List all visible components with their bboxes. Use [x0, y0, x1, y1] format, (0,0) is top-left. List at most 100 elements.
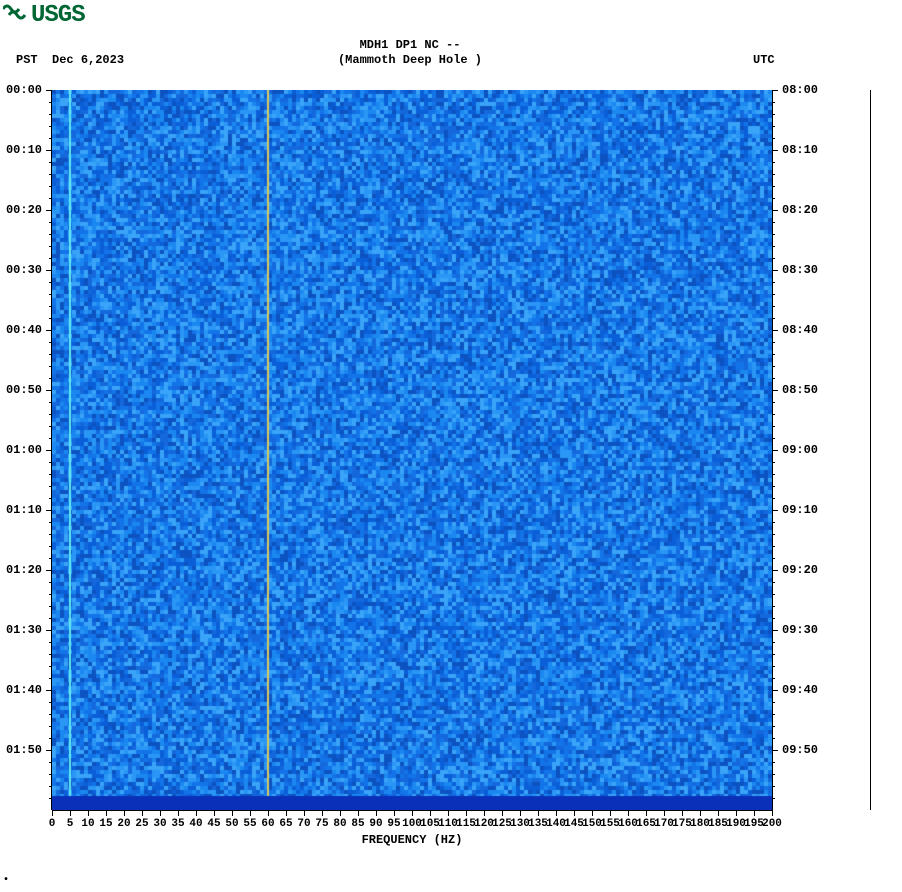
- y-minor-tick-left: [49, 318, 52, 319]
- y-minor-tick-left: [49, 402, 52, 403]
- y-minor-tick-right: [772, 726, 775, 727]
- x-tick: [322, 810, 323, 816]
- y-label-left: 00:40: [6, 323, 42, 337]
- y-minor-tick-right: [772, 738, 775, 739]
- x-tick-label: 140: [546, 818, 566, 830]
- y-label-right: 09:00: [782, 443, 818, 457]
- y-tick-left: [46, 450, 52, 451]
- x-tick: [502, 810, 503, 816]
- x-tick: [466, 810, 467, 816]
- y-minor-tick-left: [49, 186, 52, 187]
- y-minor-tick-left: [49, 546, 52, 547]
- x-tick: [430, 810, 431, 816]
- y-label-left: 00:00: [6, 83, 42, 97]
- x-tick-label: 165: [636, 818, 656, 830]
- x-tick: [556, 810, 557, 816]
- y-tick-left: [46, 210, 52, 211]
- y-minor-tick-left: [49, 234, 52, 235]
- x-tick: [250, 810, 251, 816]
- y-minor-tick-right: [772, 402, 775, 403]
- y-minor-tick-left: [49, 738, 52, 739]
- x-tick-label: 20: [117, 818, 130, 830]
- y-label-left: 01:00: [6, 443, 42, 457]
- y-label-left: 01:30: [6, 623, 42, 637]
- y-tick-left: [46, 630, 52, 631]
- y-minor-tick-right: [772, 378, 775, 379]
- x-tick: [88, 810, 89, 816]
- x-tick-label: 125: [492, 818, 512, 830]
- y-minor-tick-right: [772, 522, 775, 523]
- x-tick-label: 180: [690, 818, 710, 830]
- y-minor-tick-left: [49, 558, 52, 559]
- y-minor-tick-left: [49, 114, 52, 115]
- x-tick: [340, 810, 341, 816]
- y-minor-tick-right: [772, 342, 775, 343]
- y-minor-tick-right: [772, 666, 775, 667]
- x-tick: [610, 810, 611, 816]
- x-tick: [232, 810, 233, 816]
- y-label-left: 01:50: [6, 743, 42, 757]
- y-minor-tick-right: [772, 762, 775, 763]
- y-minor-tick-left: [49, 342, 52, 343]
- y-minor-tick-left: [49, 474, 52, 475]
- x-tick-label: 160: [618, 818, 638, 830]
- y-minor-tick-right: [772, 318, 775, 319]
- x-tick: [772, 810, 773, 816]
- x-tick: [682, 810, 683, 816]
- y-minor-tick-right: [772, 162, 775, 163]
- y-tick-right: [772, 510, 778, 511]
- y-label-left: 00:10: [6, 143, 42, 157]
- y-label-left: 00:30: [6, 263, 42, 277]
- y-tick-right: [772, 210, 778, 211]
- y-minor-tick-left: [49, 294, 52, 295]
- y-tick-right: [772, 630, 778, 631]
- y-label-right: 08:00: [782, 83, 818, 97]
- y-tick-right: [772, 90, 778, 91]
- x-tick: [124, 810, 125, 816]
- y-minor-tick-right: [772, 186, 775, 187]
- y-minor-tick-left: [49, 726, 52, 727]
- y-tick-left: [46, 150, 52, 151]
- y-tick-left: [46, 90, 52, 91]
- y-minor-tick-right: [772, 594, 775, 595]
- y-minor-tick-right: [772, 714, 775, 715]
- x-tick: [286, 810, 287, 816]
- x-tick-label: 130: [510, 818, 530, 830]
- x-tick-label: 100: [402, 818, 422, 830]
- y-minor-tick-left: [49, 606, 52, 607]
- y-minor-tick-left: [49, 378, 52, 379]
- y-minor-tick-right: [772, 246, 775, 247]
- y-tick-left: [46, 750, 52, 751]
- spectrogram-canvas: [52, 90, 772, 810]
- x-tick: [736, 810, 737, 816]
- y-minor-tick-left: [49, 258, 52, 259]
- y-minor-tick-right: [772, 438, 775, 439]
- y-tick-right: [772, 750, 778, 751]
- y-minor-tick-left: [49, 462, 52, 463]
- right-timezone: UTC: [753, 53, 775, 67]
- y-tick-left: [46, 390, 52, 391]
- y-label-left: 01:40: [6, 683, 42, 697]
- y-label-left: 00:20: [6, 203, 42, 217]
- x-tick-label: 10: [81, 818, 94, 830]
- y-minor-tick-right: [772, 582, 775, 583]
- y-label-left: 00:50: [6, 383, 42, 397]
- y-minor-tick-right: [772, 498, 775, 499]
- y-label-right: 08:10: [782, 143, 818, 157]
- y-minor-tick-right: [772, 702, 775, 703]
- x-tick-label: 85: [351, 818, 364, 830]
- y-tick-right: [772, 450, 778, 451]
- y-minor-tick-left: [49, 534, 52, 535]
- y-label-left: 01:20: [6, 563, 42, 577]
- usgs-logo-wave-icon: [3, 1, 29, 29]
- y-minor-tick-left: [49, 522, 52, 523]
- y-minor-tick-left: [49, 282, 52, 283]
- x-tick-label: 65: [279, 818, 292, 830]
- y-tick-left: [46, 270, 52, 271]
- y-label-right: 08:50: [782, 383, 818, 397]
- y-minor-tick-left: [49, 654, 52, 655]
- y-label-right: 08:20: [782, 203, 818, 217]
- x-tick-label: 70: [297, 818, 310, 830]
- x-tick: [628, 810, 629, 816]
- y-minor-tick-left: [49, 426, 52, 427]
